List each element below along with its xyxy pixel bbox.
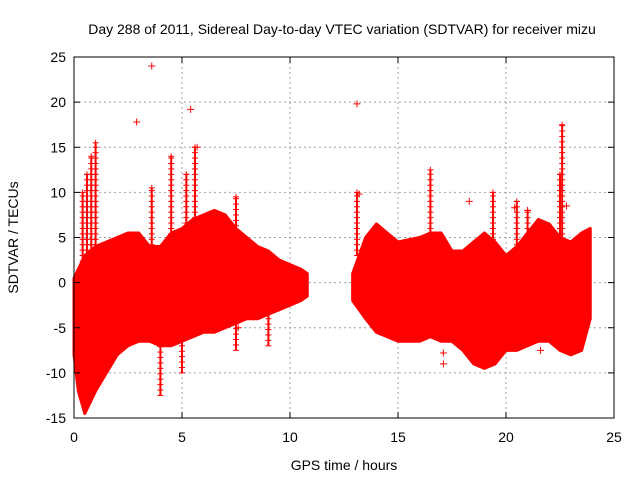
data-point <box>233 193 239 200</box>
data-point <box>562 202 570 210</box>
y-tick-label: -10 <box>46 365 66 381</box>
y-tick-label: 20 <box>50 94 66 110</box>
x-tick-label: 20 <box>498 429 514 445</box>
data-point <box>439 360 447 368</box>
data-point <box>557 171 563 178</box>
data-point <box>92 139 99 146</box>
data-point <box>187 105 195 113</box>
data-point <box>183 171 190 178</box>
x-tick-label: 15 <box>390 429 406 445</box>
data-band <box>72 208 309 415</box>
y-tick-label: 25 <box>50 49 66 65</box>
data-point <box>234 324 242 332</box>
data-point <box>511 204 519 212</box>
y-tick-label: 10 <box>50 184 66 200</box>
data-point <box>195 319 203 327</box>
data-band <box>351 217 592 370</box>
data-point <box>193 143 201 151</box>
y-tick-label: 5 <box>58 230 66 246</box>
data-point <box>355 190 363 198</box>
y-tick-label: 0 <box>58 275 66 291</box>
y-tick-label: -15 <box>46 410 66 426</box>
y-tick-label: 15 <box>50 139 66 155</box>
data-point <box>353 100 361 108</box>
x-tick-label: 25 <box>606 429 622 445</box>
data-point <box>427 166 434 173</box>
data-point <box>148 184 155 191</box>
data-point <box>179 315 185 322</box>
data-point <box>165 328 173 336</box>
chart-title: Day 288 of 2011, Sidereal Day-to-day VTE… <box>88 21 596 37</box>
data-point <box>133 118 141 126</box>
data-point <box>168 153 175 160</box>
x-axis-label: GPS time / hours <box>291 457 398 473</box>
data-point <box>157 315 164 322</box>
data-point <box>524 206 532 214</box>
x-tick-label: 10 <box>282 429 298 445</box>
axes: 0 5 10 15 20 25 -15 -10 -5 0 5 10 15 20 25 <box>46 49 622 445</box>
data-point <box>465 197 473 205</box>
data-point <box>559 121 566 128</box>
data-point <box>88 153 95 160</box>
data-point <box>439 349 447 357</box>
data-point <box>79 189 86 196</box>
y-axis-label: SDTVAR / TECUs <box>5 181 21 293</box>
data-point <box>148 62 156 70</box>
x-tick-label: 0 <box>70 429 78 445</box>
data-series <box>72 62 592 415</box>
data-point <box>490 189 497 196</box>
data-point <box>537 346 545 354</box>
data-point <box>83 171 90 178</box>
data-point <box>265 270 272 277</box>
x-tick-label: 5 <box>178 429 186 445</box>
data-point <box>513 198 520 205</box>
y-tick-label: -5 <box>54 320 67 336</box>
